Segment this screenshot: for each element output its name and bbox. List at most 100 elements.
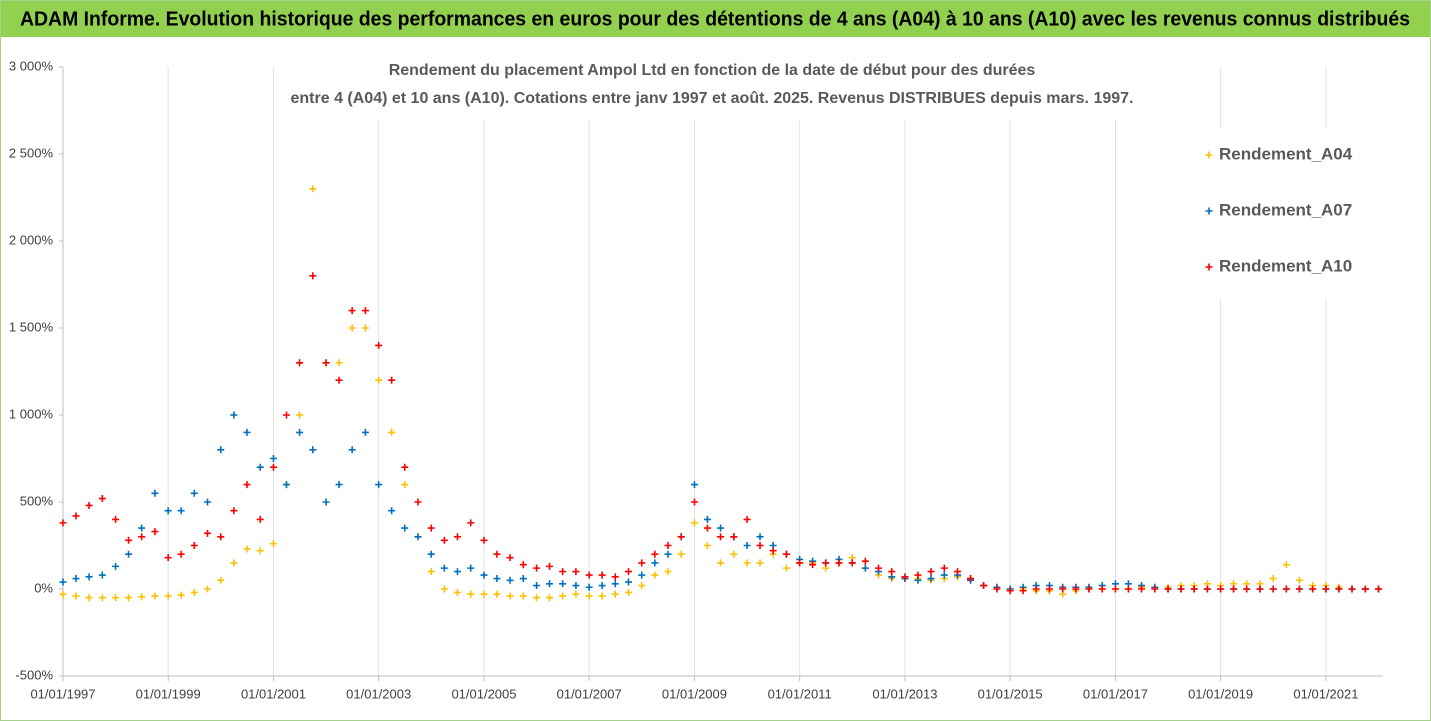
point <box>348 307 356 315</box>
point <box>664 542 672 549</box>
subtitle-bg <box>285 52 1165 120</box>
point <box>361 428 369 436</box>
point <box>72 575 80 583</box>
point <box>190 542 198 549</box>
point <box>782 550 790 558</box>
point <box>230 559 238 567</box>
point <box>624 588 632 596</box>
point <box>1322 585 1330 593</box>
point <box>85 573 93 581</box>
point <box>638 582 646 590</box>
point <box>480 536 488 544</box>
x-tick-label: 01/01/2009 <box>662 686 727 701</box>
point <box>809 561 817 569</box>
point <box>572 590 580 598</box>
point <box>269 455 277 462</box>
point <box>1164 585 1172 593</box>
point <box>348 446 356 454</box>
point <box>72 512 80 520</box>
chart-subtitle: Rendement du placement Ampol Ltd en fonc… <box>389 62 1036 79</box>
point <box>533 582 541 590</box>
point <box>743 542 751 549</box>
point <box>164 507 172 515</box>
point <box>611 590 619 598</box>
point <box>730 550 738 558</box>
point <box>993 585 1001 593</box>
point <box>703 515 711 523</box>
point <box>125 594 133 602</box>
point <box>282 411 290 419</box>
point <box>427 524 435 532</box>
point <box>506 576 514 584</box>
point <box>138 533 146 541</box>
legend-marker <box>1205 207 1213 215</box>
point <box>572 568 580 576</box>
point <box>453 533 461 541</box>
point <box>1361 585 1369 593</box>
point <box>85 501 93 509</box>
point <box>1217 585 1225 593</box>
point <box>164 554 172 562</box>
point <box>1190 585 1198 593</box>
point <box>1151 585 1159 593</box>
x-tick-label: 01/01/1997 <box>30 686 95 701</box>
y-tick-label: 2 000% <box>9 232 54 247</box>
point <box>138 593 146 601</box>
point <box>677 533 685 541</box>
point <box>519 592 527 600</box>
point <box>796 559 804 567</box>
point <box>453 568 461 576</box>
y-tick-label: 500% <box>20 493 54 508</box>
y-tick-label: 2 500% <box>9 145 54 160</box>
point <box>1177 585 1185 593</box>
point <box>151 489 159 497</box>
point <box>151 592 159 600</box>
legend-label: Rendement_A07 <box>1219 200 1352 219</box>
point <box>190 489 198 497</box>
x-tick-label: 01/01/2011 <box>768 686 832 701</box>
point <box>559 568 567 576</box>
point <box>861 564 869 572</box>
point <box>927 575 935 583</box>
y-tick-label: 1 000% <box>9 406 54 421</box>
point <box>375 376 383 384</box>
point <box>506 554 514 562</box>
point <box>611 580 619 588</box>
point <box>1309 585 1317 593</box>
point <box>1045 585 1053 593</box>
point <box>217 533 225 541</box>
point <box>1243 585 1251 593</box>
point <box>611 573 619 581</box>
point <box>861 557 869 565</box>
point <box>480 590 488 598</box>
x-tick-label: 01/01/2007 <box>557 686 622 701</box>
point <box>414 533 422 541</box>
point <box>125 536 133 544</box>
point <box>1282 561 1290 569</box>
point <box>493 550 501 558</box>
x-tick-label: 01/01/2003 <box>346 686 411 701</box>
point <box>664 550 672 558</box>
legend-label: Rendement_A04 <box>1219 144 1353 163</box>
point <box>309 185 317 193</box>
point <box>177 591 185 599</box>
legend-label: Rendement_A10 <box>1219 256 1352 275</box>
point <box>348 324 356 332</box>
point <box>940 571 948 579</box>
point <box>585 571 593 579</box>
point <box>164 592 172 600</box>
point <box>269 463 277 471</box>
point <box>1295 576 1303 584</box>
point <box>467 590 475 598</box>
point <box>427 568 435 576</box>
point <box>440 536 448 544</box>
point <box>190 588 198 596</box>
point <box>388 507 396 515</box>
point <box>361 307 369 315</box>
point <box>1111 585 1119 593</box>
point <box>651 571 659 579</box>
point <box>717 533 725 541</box>
point <box>59 519 67 527</box>
point <box>756 559 764 567</box>
